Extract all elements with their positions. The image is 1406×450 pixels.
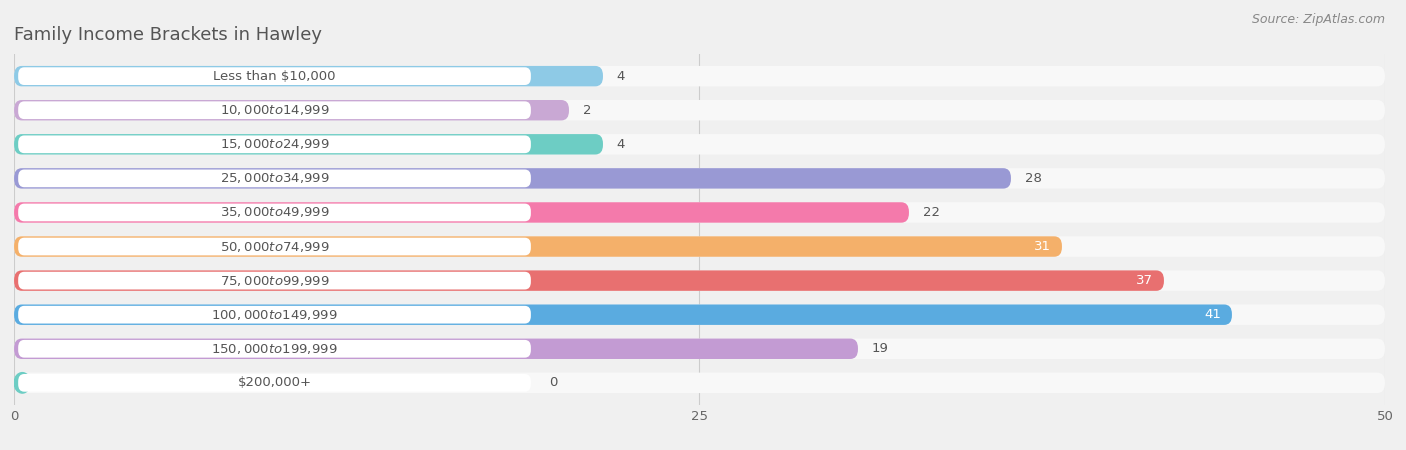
Text: $50,000 to $74,999: $50,000 to $74,999 — [219, 239, 329, 253]
FancyBboxPatch shape — [18, 272, 531, 289]
FancyBboxPatch shape — [18, 170, 531, 187]
FancyBboxPatch shape — [14, 338, 1385, 359]
Text: Source: ZipAtlas.com: Source: ZipAtlas.com — [1251, 14, 1385, 27]
Text: $15,000 to $24,999: $15,000 to $24,999 — [219, 137, 329, 151]
Text: $10,000 to $14,999: $10,000 to $14,999 — [219, 103, 329, 117]
FancyBboxPatch shape — [14, 305, 1385, 325]
FancyBboxPatch shape — [14, 236, 1062, 257]
FancyBboxPatch shape — [14, 202, 908, 223]
Text: 31: 31 — [1033, 240, 1050, 253]
FancyBboxPatch shape — [18, 135, 531, 153]
Text: Family Income Brackets in Hawley: Family Income Brackets in Hawley — [14, 26, 322, 44]
FancyBboxPatch shape — [18, 238, 531, 256]
FancyBboxPatch shape — [14, 66, 1385, 86]
Text: Less than $10,000: Less than $10,000 — [214, 70, 336, 83]
FancyBboxPatch shape — [14, 338, 858, 359]
FancyBboxPatch shape — [14, 134, 1385, 154]
Text: $75,000 to $99,999: $75,000 to $99,999 — [219, 274, 329, 288]
FancyBboxPatch shape — [14, 100, 569, 121]
Text: 0: 0 — [548, 376, 557, 389]
FancyBboxPatch shape — [14, 66, 603, 86]
FancyBboxPatch shape — [14, 100, 1385, 121]
FancyBboxPatch shape — [18, 340, 531, 358]
FancyBboxPatch shape — [14, 168, 1385, 189]
Text: 19: 19 — [872, 342, 889, 355]
Text: 4: 4 — [617, 70, 626, 83]
FancyBboxPatch shape — [14, 305, 1232, 325]
Text: 28: 28 — [1025, 172, 1042, 185]
FancyBboxPatch shape — [14, 270, 1385, 291]
FancyBboxPatch shape — [14, 373, 1385, 393]
Text: $35,000 to $49,999: $35,000 to $49,999 — [219, 206, 329, 220]
FancyBboxPatch shape — [14, 134, 603, 154]
FancyBboxPatch shape — [14, 202, 1385, 223]
FancyBboxPatch shape — [18, 306, 531, 324]
Text: 37: 37 — [1136, 274, 1153, 287]
Circle shape — [14, 373, 31, 393]
Text: 22: 22 — [922, 206, 939, 219]
FancyBboxPatch shape — [18, 68, 531, 85]
Text: 41: 41 — [1204, 308, 1220, 321]
FancyBboxPatch shape — [14, 236, 1385, 257]
Text: 4: 4 — [617, 138, 626, 151]
FancyBboxPatch shape — [14, 270, 1164, 291]
Text: $25,000 to $34,999: $25,000 to $34,999 — [219, 171, 329, 185]
Text: $100,000 to $149,999: $100,000 to $149,999 — [211, 308, 337, 322]
FancyBboxPatch shape — [18, 374, 531, 392]
Text: $150,000 to $199,999: $150,000 to $199,999 — [211, 342, 337, 356]
Text: $200,000+: $200,000+ — [238, 376, 312, 389]
FancyBboxPatch shape — [18, 203, 531, 221]
Text: 2: 2 — [582, 104, 591, 117]
FancyBboxPatch shape — [14, 168, 1011, 189]
FancyBboxPatch shape — [18, 101, 531, 119]
